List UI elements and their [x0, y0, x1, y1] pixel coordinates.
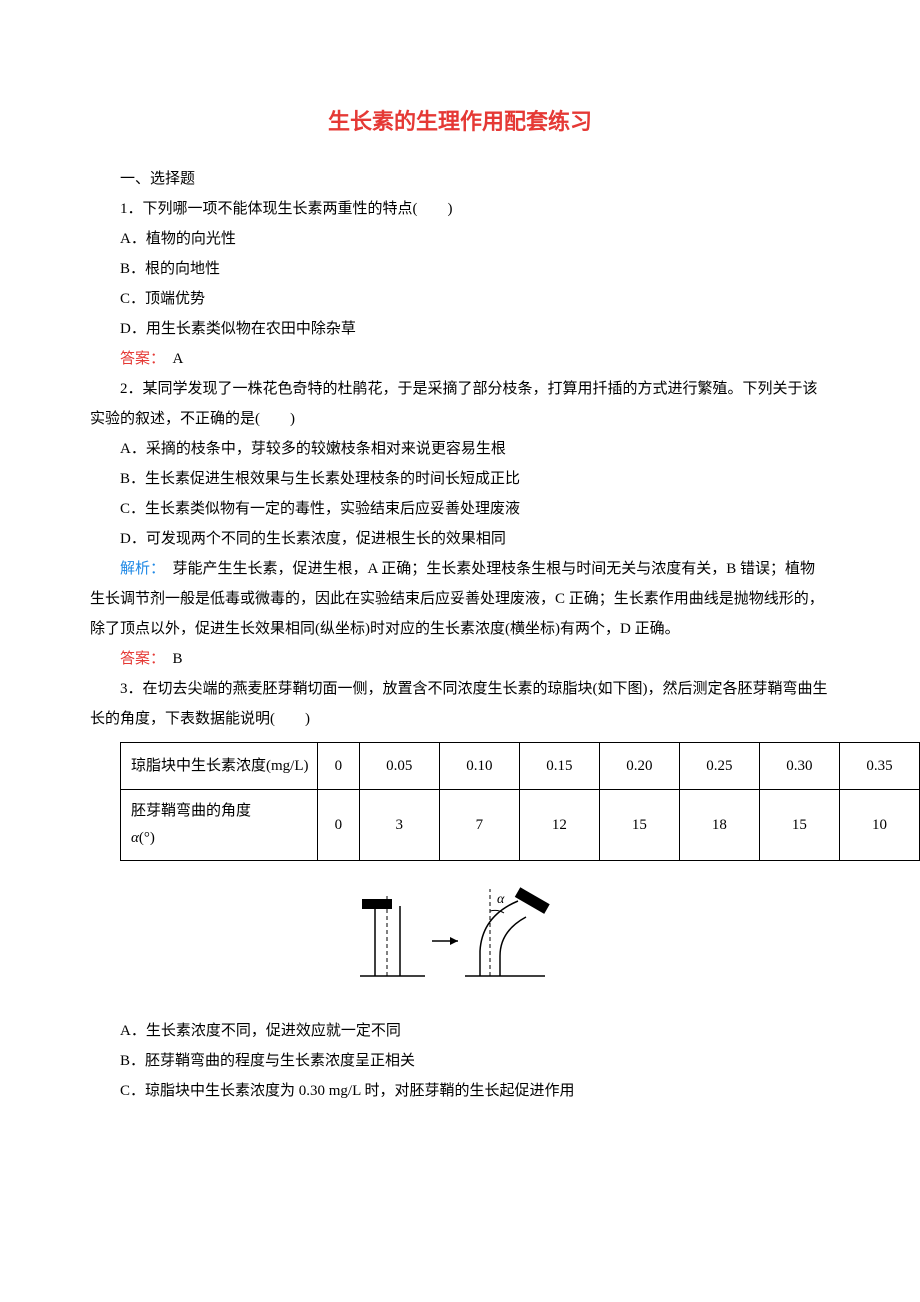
q3-option-c: C．琼脂块中生长素浓度为 0.30 mg/L 时，对胚芽鞘的生长起促进作用 [90, 1076, 830, 1106]
q2-option-c: C．生长素类似物有一定的毒性，实验结束后应妥善处理废液 [90, 494, 830, 524]
q1-option-a: A．植物的向光性 [90, 224, 830, 254]
table-cell: 18 [679, 790, 759, 861]
q2-answer-value: B [158, 651, 183, 667]
q1-option-b: B．根的向地性 [90, 254, 830, 284]
table-row2-label: 胚芽鞘弯曲的角度α(°) [121, 790, 318, 861]
page-title: 生长素的生理作用配套练习 [90, 100, 830, 144]
q2-option-d: D．可发现两个不同的生长素浓度，促进根生长的效果相同 [90, 524, 830, 554]
answer-label: 答案： [120, 651, 158, 667]
table-cell: 0 [318, 743, 360, 790]
table-cell: 0.25 [679, 743, 759, 790]
table-cell: 7 [439, 790, 519, 861]
table-cell: 0.10 [439, 743, 519, 790]
q2-analysis-text: 芽能产生生长素，促进生根，A 正确；生长素处理枝条生根与时间无关与浓度有关，B … [90, 561, 824, 637]
q1-answer: 答案： A [90, 344, 830, 374]
table-row: 琼脂块中生长素浓度(mg/L) 0 0.05 0.10 0.15 0.20 0.… [121, 743, 920, 790]
table-cell: 15 [599, 790, 679, 861]
table-cell: 0 [318, 790, 360, 861]
table-cell: 0.35 [839, 743, 919, 790]
analysis-label: 解析： [120, 561, 158, 577]
q1-answer-value: A [158, 351, 184, 367]
table-cell: 10 [839, 790, 919, 861]
q3-data-table: 琼脂块中生长素浓度(mg/L) 0 0.05 0.10 0.15 0.20 0.… [120, 742, 920, 861]
q1-option-c: C．顶端优势 [90, 284, 830, 314]
coleoptile-diagram-icon: α [350, 881, 570, 991]
q3-option-a: A．生长素浓度不同，促进效应就一定不同 [90, 1016, 830, 1046]
table-cell: 0.15 [519, 743, 599, 790]
q2-answer: 答案： B [90, 644, 830, 674]
table-row: 胚芽鞘弯曲的角度α(°) 0 3 7 12 15 18 15 10 [121, 790, 920, 861]
q2-analysis: 解析： 芽能产生生长素，促进生根，A 正确；生长素处理枝条生根与时间无关与浓度有… [90, 554, 830, 644]
section-heading: 一、选择题 [90, 164, 830, 194]
table-cell: 12 [519, 790, 599, 861]
q2-option-b: B．生长素促进生根效果与生长素处理枝条的时间长短成正比 [90, 464, 830, 494]
q1-option-d: D．用生长素类似物在农田中除杂草 [90, 314, 830, 344]
q3-option-b: B．胚芽鞘弯曲的程度与生长素浓度呈正相关 [90, 1046, 830, 1076]
table-cell: 0.20 [599, 743, 679, 790]
q3-stem: 3．在切去尖端的燕麦胚芽鞘切面一侧，放置含不同浓度生长素的琼脂块(如下图)，然后… [90, 674, 830, 734]
table-cell: 3 [359, 790, 439, 861]
q2-option-a: A．采摘的枝条中，芽较多的较嫩枝条相对来说更容易生根 [90, 434, 830, 464]
table-cell: 0.30 [759, 743, 839, 790]
answer-label: 答案： [120, 351, 158, 367]
q1-stem: 1．下列哪一项不能体现生长素两重性的特点( ) [90, 194, 830, 224]
table-cell: 0.05 [359, 743, 439, 790]
table-row1-label: 琼脂块中生长素浓度(mg/L) [121, 743, 318, 790]
q2-stem: 2．某同学发现了一株花色奇特的杜鹃花，于是采摘了部分枝条，打算用扦插的方式进行繁… [90, 374, 830, 434]
alpha-label: α [497, 892, 505, 907]
q3-figure: α [90, 881, 830, 1002]
table-cell: 15 [759, 790, 839, 861]
